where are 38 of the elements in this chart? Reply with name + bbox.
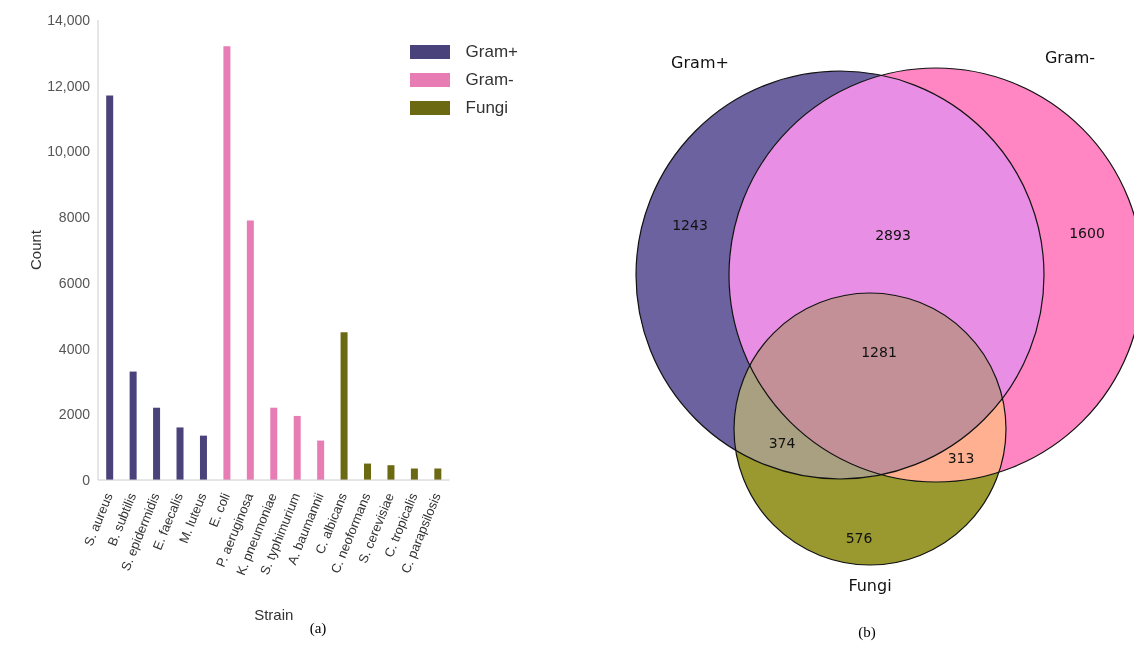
text: Gram- xyxy=(1044,48,1096,67)
bar xyxy=(364,463,372,480)
text: Gram+ xyxy=(671,53,729,72)
legend-label: Gram- xyxy=(465,69,514,91)
y-tick-label: 6000 xyxy=(58,274,91,291)
y-tick-label: 0 xyxy=(82,471,91,488)
data-label: 374 xyxy=(768,435,796,451)
bar xyxy=(199,435,207,480)
x-axis-title: Strain xyxy=(254,606,294,623)
legend-label: Gram+ xyxy=(465,41,518,63)
y-tick-label: 8000 xyxy=(58,209,91,226)
y-axis-title: Count xyxy=(27,229,45,270)
legend-label: Fungi xyxy=(465,97,509,119)
text: (b) xyxy=(857,624,877,641)
bar xyxy=(106,95,114,480)
y-tick-label: 2000 xyxy=(58,406,91,423)
bar xyxy=(223,46,231,480)
data-label: 576 xyxy=(845,530,873,546)
data-label: 1281 xyxy=(861,344,897,360)
data-label: 1600 xyxy=(1069,225,1105,241)
data-label: 1243 xyxy=(672,217,708,233)
text: (a) xyxy=(309,620,327,636)
y-tick-label: 10,000 xyxy=(47,143,91,160)
bar xyxy=(129,371,137,480)
bar xyxy=(176,427,184,480)
bar xyxy=(317,440,325,480)
bar xyxy=(387,465,395,480)
y-tick-label: 4000 xyxy=(58,340,91,357)
bar xyxy=(293,415,301,480)
bar xyxy=(340,332,348,480)
y-tick-label: 12,000 xyxy=(47,77,91,94)
bar xyxy=(270,407,278,480)
bar xyxy=(246,220,254,480)
y-tick-label: 14,000 xyxy=(47,11,91,28)
data-label: 313 xyxy=(947,450,975,466)
data-label: 2893 xyxy=(875,227,911,243)
bar xyxy=(153,407,161,480)
text: Fungi xyxy=(848,576,892,595)
